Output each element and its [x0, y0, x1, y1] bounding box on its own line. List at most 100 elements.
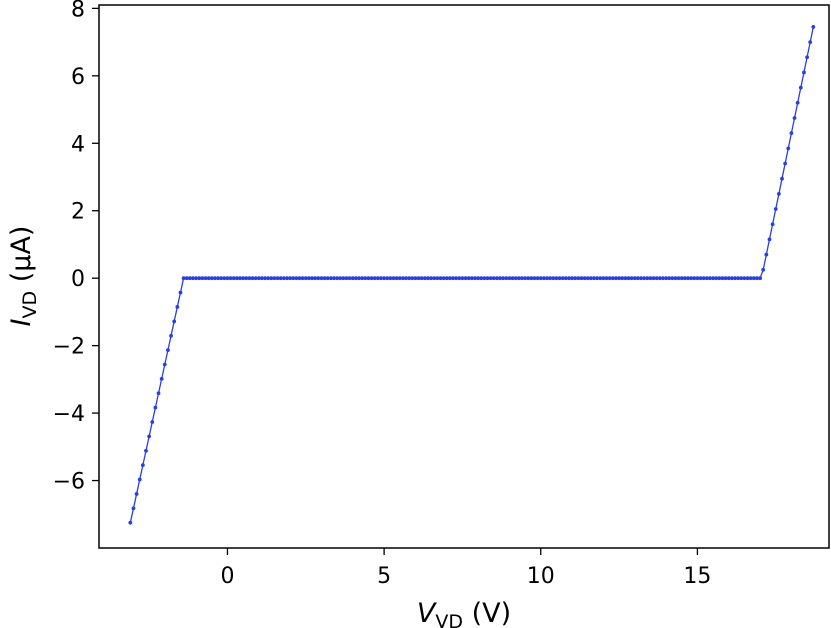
data-point	[372, 276, 377, 281]
data-point	[469, 276, 474, 281]
data-point	[200, 276, 205, 281]
data-point	[491, 276, 496, 281]
data-point	[714, 276, 719, 281]
data-point	[592, 276, 596, 281]
data-point	[520, 276, 524, 281]
data-point	[595, 276, 600, 281]
data-point	[194, 276, 199, 281]
data-point	[426, 276, 430, 281]
data-point	[501, 276, 506, 281]
data-point	[178, 290, 183, 295]
data-point	[438, 276, 443, 281]
data-point	[375, 276, 380, 281]
data-point	[708, 276, 712, 281]
data-point	[266, 276, 271, 281]
data-point	[269, 276, 274, 281]
data-point	[156, 391, 161, 396]
data-point	[582, 276, 587, 281]
data-point	[225, 276, 230, 281]
data-point	[416, 276, 421, 281]
data-point	[798, 85, 803, 90]
data-point	[767, 237, 772, 242]
data-point	[604, 276, 609, 281]
data-point	[385, 276, 390, 281]
data-point	[805, 55, 809, 60]
data-point	[479, 276, 484, 281]
data-point	[513, 276, 518, 281]
data-point	[184, 276, 189, 281]
data-point	[523, 276, 527, 281]
y-axis-label-unit: (μA)	[6, 226, 37, 291]
data-point	[341, 276, 346, 281]
data-point	[780, 176, 784, 181]
data-point	[191, 276, 195, 281]
data-point	[476, 276, 480, 281]
y-axis-ticks: 8 6 4 2 0 −2 −4 −6	[53, 0, 99, 495]
data-point	[241, 276, 246, 281]
data-point	[488, 276, 493, 281]
data-point	[363, 276, 368, 281]
data-point	[253, 276, 258, 281]
data-point	[394, 276, 399, 281]
x-tick-label: 10	[527, 564, 555, 589]
data-point	[175, 305, 180, 309]
data-point	[557, 276, 562, 281]
data-point	[642, 276, 647, 281]
data-point	[140, 463, 145, 468]
data-point	[588, 276, 593, 281]
data-point	[792, 116, 797, 120]
data-point	[435, 276, 440, 281]
data-point	[203, 276, 208, 281]
data-point	[802, 70, 806, 75]
data-point	[632, 276, 637, 281]
data-point	[307, 276, 311, 281]
data-point	[786, 146, 791, 151]
data-point	[322, 276, 327, 281]
x-tick-label: 5	[377, 564, 391, 589]
data-point	[197, 276, 202, 281]
data-point	[238, 276, 242, 281]
data-point	[614, 276, 618, 281]
data-point	[504, 276, 509, 281]
y-tick-label: −6	[53, 470, 85, 495]
data-point	[419, 276, 424, 281]
data-point	[310, 276, 314, 281]
data-point	[482, 276, 487, 281]
data-point	[485, 276, 490, 281]
data-point	[144, 448, 148, 453]
data-point	[300, 276, 305, 281]
data-point	[213, 276, 217, 281]
data-point	[166, 348, 170, 352]
data-point	[316, 276, 321, 281]
data-point	[610, 276, 615, 281]
data-point	[576, 276, 581, 281]
data-point	[256, 276, 261, 281]
data-point	[219, 276, 224, 281]
data-point	[244, 276, 249, 281]
data-point	[761, 267, 766, 272]
data-point	[332, 276, 336, 281]
data-point	[303, 276, 308, 281]
y-tick-label: 8	[71, 0, 85, 22]
data-point	[507, 276, 512, 281]
data-point	[573, 276, 578, 281]
data-point	[623, 276, 628, 281]
data-point	[776, 191, 781, 196]
data-point	[344, 276, 349, 281]
data-point	[278, 276, 283, 281]
data-point	[654, 276, 659, 281]
data-point	[664, 276, 668, 281]
data-point	[698, 276, 703, 281]
data-point	[755, 276, 759, 281]
data-point	[407, 276, 412, 281]
data-point	[382, 276, 387, 281]
y-tick-label: 0	[71, 267, 85, 292]
data-point	[629, 276, 634, 281]
data-point	[495, 276, 499, 281]
data-point	[745, 276, 750, 281]
data-point	[460, 276, 465, 281]
data-point	[216, 276, 220, 281]
data-point	[736, 276, 741, 281]
data-point	[231, 276, 236, 281]
